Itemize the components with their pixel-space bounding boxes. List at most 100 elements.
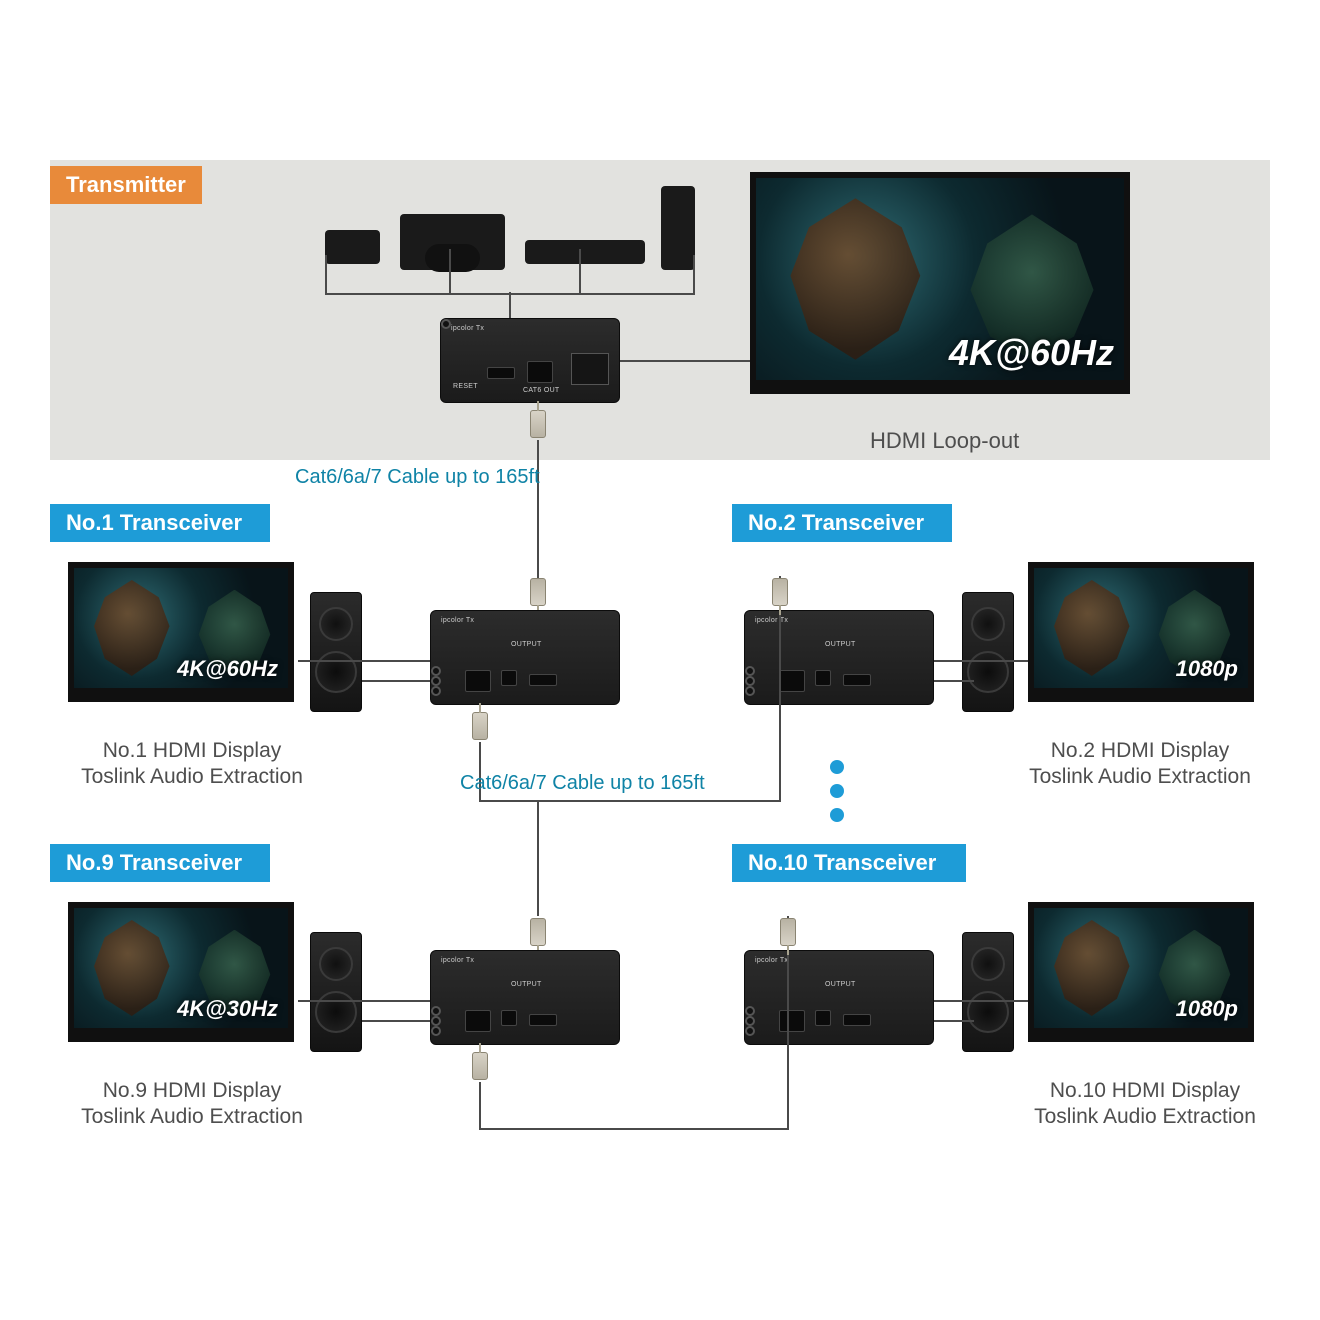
trx9-caption-line2: Toslink Audio Extraction <box>81 1105 303 1128</box>
cat6-wire <box>479 1128 789 1130</box>
tv-stand-icon <box>1059 698 1120 702</box>
mode-panel-icon <box>571 353 609 385</box>
port-label: RESET <box>453 383 478 390</box>
trx1-tv: 4K@60Hz <box>68 562 294 702</box>
rj45-port-icon <box>465 670 491 692</box>
trx9-speaker-icon <box>310 932 362 1052</box>
device-port-row <box>431 1006 619 1034</box>
ir-in-jack-icon <box>431 676 441 686</box>
rj45-plug-icon <box>530 410 546 438</box>
device-output-label: OUTPUT <box>825 981 856 988</box>
rj45-plug-icon <box>472 1052 488 1080</box>
transceiver-10-device: ipcolor Tx OUTPUT <box>744 950 934 1045</box>
rj45-plug-icon <box>530 918 546 946</box>
ellipsis-dots-icon <box>830 750 844 832</box>
transceiver-9-device: ipcolor Tx OUTPUT <box>430 950 620 1045</box>
device-port-row <box>745 666 933 694</box>
source-wire-bracket <box>325 255 695 295</box>
trx2-speaker-icon <box>962 592 1014 712</box>
spdif-wire <box>934 1020 974 1022</box>
loopout-wire <box>620 360 750 362</box>
tv-stand-icon <box>1161 698 1222 702</box>
rj45-plug-icon <box>780 918 796 946</box>
trx10-caption-line2: Toslink Audio Extraction <box>1034 1105 1256 1128</box>
spdif-wire <box>362 680 430 682</box>
source-drop-wire <box>509 292 511 318</box>
port-label: CAT6 OUT <box>523 387 560 394</box>
hdmi-port-icon <box>529 1014 557 1026</box>
device-output-label: OUTPUT <box>511 981 542 988</box>
rj45-port-icon <box>779 670 805 692</box>
device-brand-label: ipcolor Tx <box>441 617 474 624</box>
device-output-label: OUTPUT <box>825 641 856 648</box>
source-devices-group <box>325 180 695 270</box>
transceiver-10-tag: No.10 Transceiver <box>732 844 966 882</box>
ir-in-jack-icon <box>745 676 755 686</box>
trx10-tv: 1080p <box>1028 902 1254 1042</box>
spdif-wire <box>934 680 974 682</box>
trx10-speaker-icon <box>962 932 1014 1052</box>
dc-jack-icon <box>745 666 755 676</box>
cat6-wire <box>537 800 539 916</box>
ir-out-jack-icon <box>745 686 755 696</box>
ir-out-jack-icon <box>745 1026 755 1036</box>
device-port-row <box>745 1006 933 1034</box>
trx10-resolution-overlay: 1080p <box>1176 996 1238 1022</box>
loopout-resolution-overlay: 4K@60Hz <box>949 332 1114 374</box>
hdmi-port-icon <box>843 1014 871 1026</box>
transmitter-tag: Transmitter <box>50 166 202 204</box>
hdmi-wire <box>298 660 430 662</box>
tv-stand-icon <box>1059 1038 1120 1042</box>
rj45-plug-icon <box>472 712 488 740</box>
ir-in-jack-icon <box>431 1016 441 1026</box>
ir-out-jack-icon <box>431 1026 441 1036</box>
rj45-port-icon <box>527 361 553 383</box>
hdmi-wire <box>934 1000 1028 1002</box>
trx9-caption-line1: No.9 HDMI Display <box>103 1079 282 1102</box>
trx1-speaker-icon <box>310 592 362 712</box>
tv-stand-icon <box>99 1038 160 1042</box>
cable-label-1: Cat6/6a/7 Cable up to 165ft <box>295 466 540 489</box>
trx9-caption: No.9 HDMI Display Toslink Audio Extracti… <box>62 1078 322 1131</box>
spdif-port-icon <box>501 670 517 686</box>
cat6-wire <box>537 440 539 578</box>
loopout-tv: 4K@60Hz <box>750 172 1130 394</box>
trx1-caption-line1: No.1 HDMI Display <box>103 739 282 762</box>
hdmi-port-icon <box>843 674 871 686</box>
device-port-row <box>431 666 619 694</box>
trx9-tv: 4K@30Hz <box>68 902 294 1042</box>
trx2-tv: 1080p <box>1028 562 1254 702</box>
tv-stand-icon <box>99 698 160 702</box>
trx9-resolution-overlay: 4K@30Hz <box>177 996 278 1022</box>
trx2-caption-line2: Toslink Audio Extraction <box>1029 765 1251 788</box>
trx2-caption: No.2 HDMI Display Toslink Audio Extracti… <box>1010 738 1270 791</box>
spdif-port-icon <box>815 670 831 686</box>
rj45-plug-icon <box>530 578 546 606</box>
diagram-canvas: Transmitter ipcolor Tx RESET CAT6 OUT 4K… <box>50 160 1270 1160</box>
trx1-caption: No.1 HDMI Display Toslink Audio Extracti… <box>62 738 322 791</box>
cat6-wire <box>479 800 779 802</box>
transceiver-1-device: ipcolor Tx OUTPUT <box>430 610 620 705</box>
transceiver-1-tag: No.1 Transceiver <box>50 504 270 542</box>
tv-stand-icon <box>201 698 262 702</box>
device-output-label: OUTPUT <box>511 641 542 648</box>
reset-jack-icon <box>441 319 451 329</box>
ir-in-jack-icon <box>745 1016 755 1026</box>
spdif-port-icon <box>815 1010 831 1026</box>
hdmi-port-icon <box>487 367 515 379</box>
transceiver-9-tag: No.9 Transceiver <box>50 844 270 882</box>
trx1-caption-line2: Toslink Audio Extraction <box>81 765 303 788</box>
rj45-plug-icon <box>772 578 788 606</box>
dc-jack-icon <box>745 1006 755 1016</box>
cat6-wire <box>479 1082 481 1130</box>
transceiver-2-tag: No.2 Transceiver <box>732 504 952 542</box>
trx1-resolution-overlay: 4K@60Hz <box>177 656 278 682</box>
cable-label-2: Cat6/6a/7 Cable up to 165ft <box>460 772 705 795</box>
dc-jack-icon <box>431 1006 441 1016</box>
transceiver-2-device: ipcolor Tx OUTPUT <box>744 610 934 705</box>
trx10-caption: No.10 HDMI Display Toslink Audio Extract… <box>1010 1078 1280 1131</box>
loopout-caption: HDMI Loop-out <box>870 428 1019 454</box>
trx2-caption-line1: No.2 HDMI Display <box>1051 739 1230 762</box>
spdif-port-icon <box>501 1010 517 1026</box>
hdmi-port-icon <box>529 674 557 686</box>
